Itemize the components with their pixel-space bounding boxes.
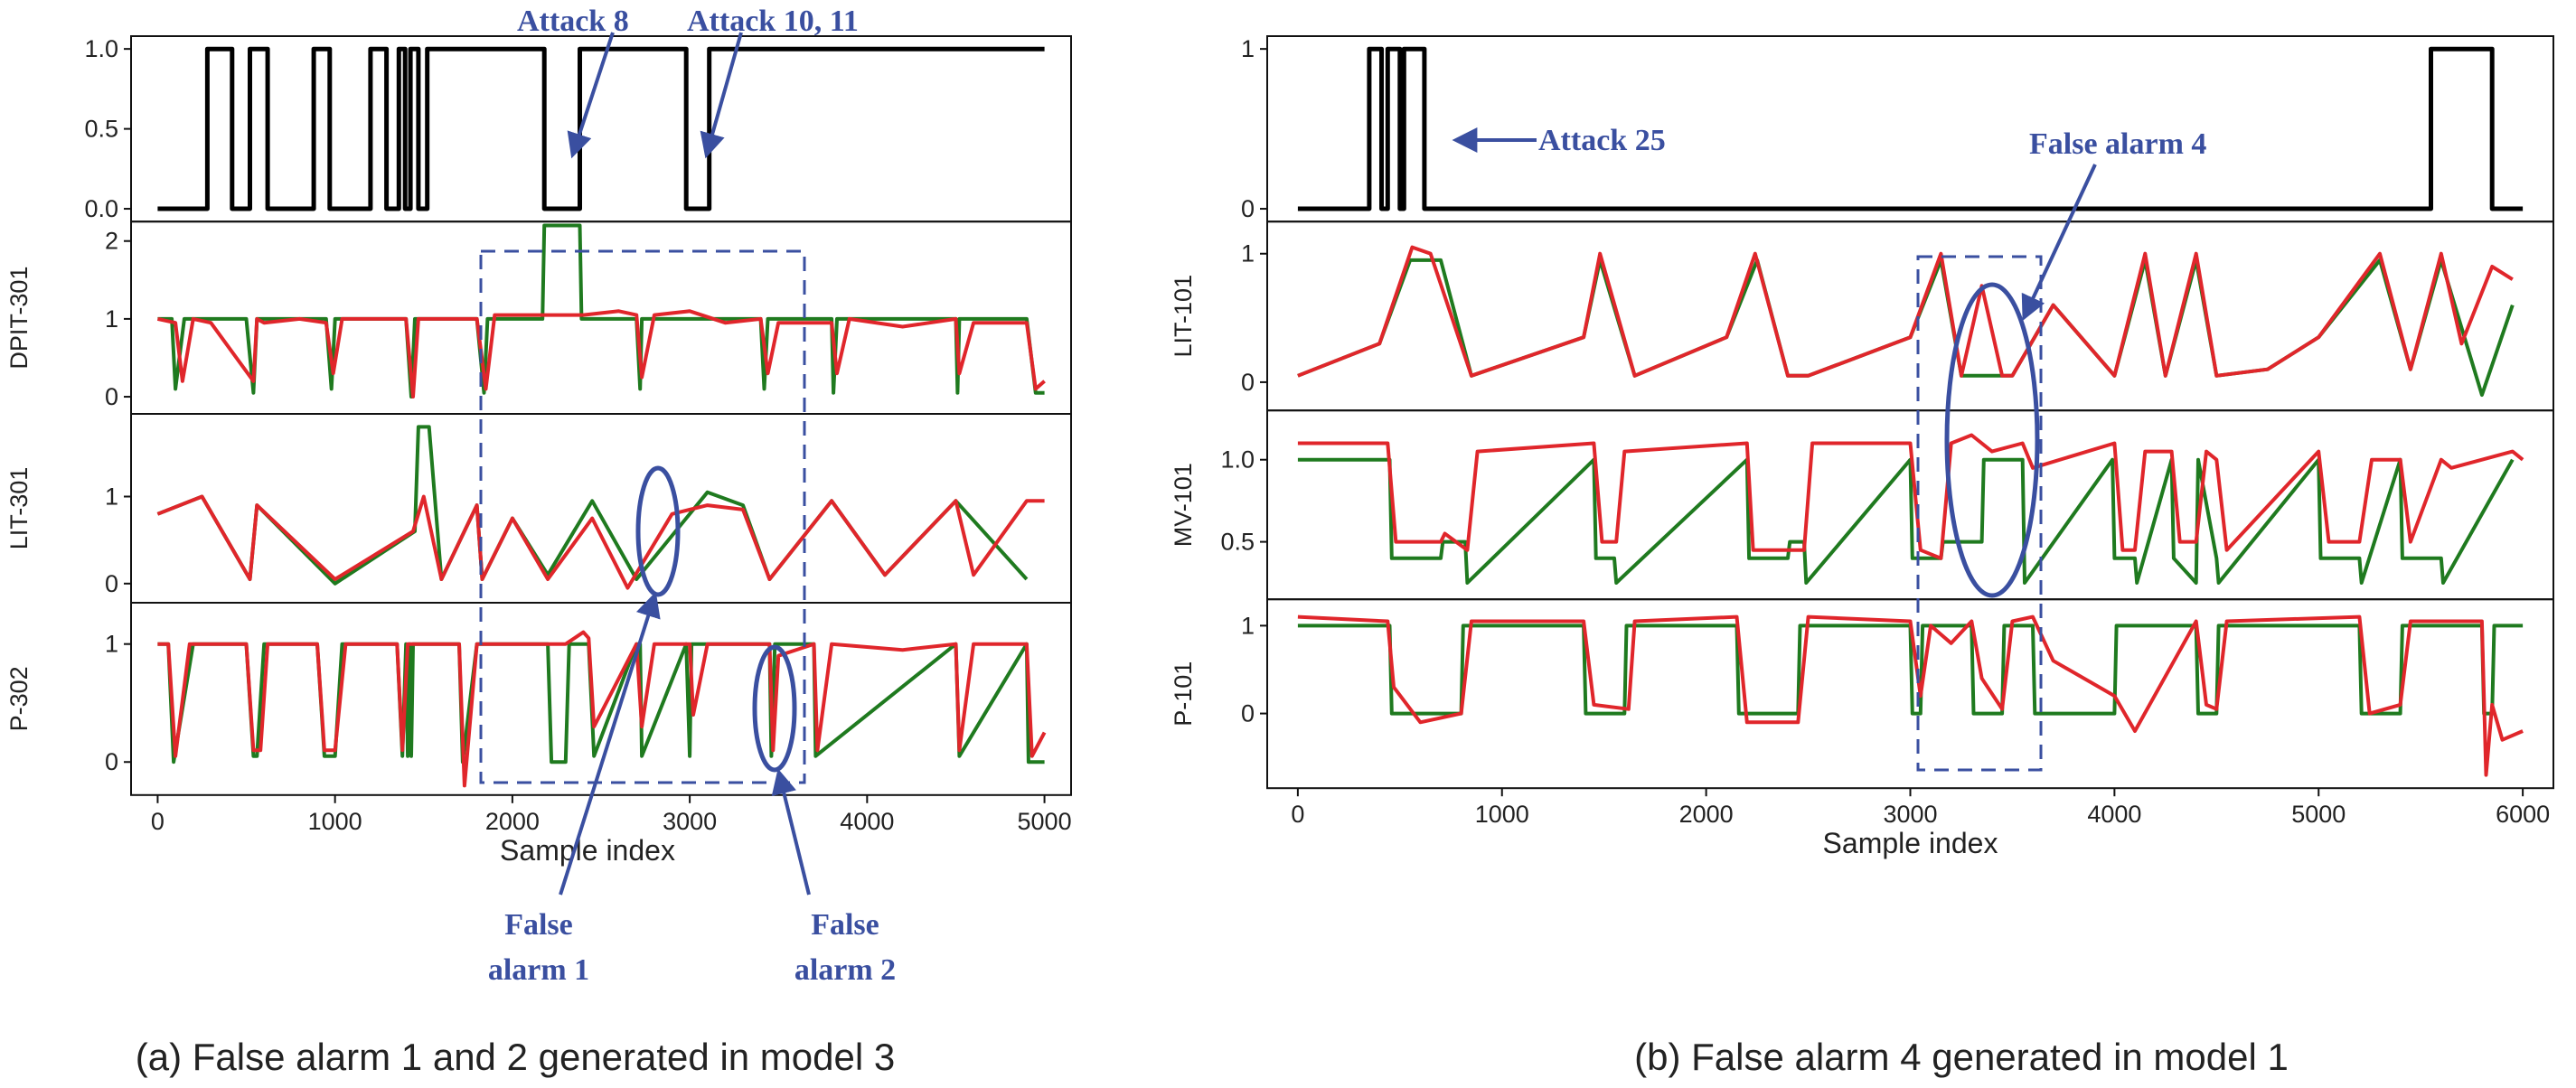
series-predicted	[156, 494, 1045, 590]
subplot-frame	[1266, 35, 2554, 223]
subplot-ylabel: P-101	[1170, 661, 1197, 727]
x-tick-label: 4000	[840, 808, 894, 835]
y-tick-label: 1	[1241, 240, 1255, 267]
x-tick-label: 3000	[1883, 801, 1937, 828]
x-tick-label: 2000	[485, 808, 540, 835]
series-predicted	[1297, 614, 2524, 777]
false-alarm-2-label-line2: alarm 2	[794, 953, 896, 987]
x-axis-label: Sample index	[500, 834, 675, 867]
x-axis-label: Sample index	[1823, 827, 1998, 859]
false-alarm-1-arrow	[559, 591, 661, 896]
y-tick-label: 0	[105, 570, 118, 597]
x-tick-label: 0	[1291, 801, 1304, 828]
panel-a-axes: 0.0 0.5 1.0 0 1 2 DPIT-301 0 1 LIT-301 0 1 P-302 0 100…	[5, 35, 1072, 867]
false-alarm-1-label-line2: alarm 1	[488, 953, 589, 987]
series-attack	[1297, 46, 2524, 211]
series-actual	[1297, 624, 2524, 716]
panel-a: 0.0 0.5 1.0 0 1 2 DPIT-301 0 1 LIT-301 0 1 P-302 0 100…	[5, 5, 1072, 1078]
attack-10-11-label: Attack 10, 11	[687, 5, 859, 38]
series-actual	[157, 642, 1045, 764]
x-tick-label: 3000	[663, 808, 717, 835]
y-tick-label: 0	[1241, 195, 1255, 222]
subplot-frame	[130, 413, 1072, 604]
y-tick-label: 0	[105, 383, 118, 410]
attack-8-label: Attack 8	[517, 5, 629, 38]
panel-b: 0 1 0 1 LIT-101 0.5 1.0 MV-101 0 1 P-101 0 1000 2000 3…	[1170, 35, 2554, 1078]
false-alarm-4-label: False alarm 4	[2029, 127, 2206, 161]
x-tick-label: 5000	[2291, 801, 2346, 828]
y-tick-label: 1.0	[84, 35, 118, 62]
false-alarm-1-ellipse	[635, 465, 681, 597]
panel-b-axes: 0 1 0 1 LIT-101 0.5 1.0 MV-101 0 1 P-101 0 1000 2000 3…	[1170, 35, 2554, 859]
y-tick-label: 0.0	[84, 195, 118, 222]
panel-b-dashed-box	[1916, 255, 2043, 772]
y-tick-label: 0.5	[84, 116, 118, 143]
series-actual	[1297, 457, 2515, 585]
y-tick-label: 0	[1241, 700, 1255, 727]
x-tick-label: 0	[151, 808, 165, 835]
series-actual	[1297, 258, 2515, 398]
false-alarm-2-arrow	[771, 768, 811, 896]
subplot-frame	[1266, 220, 2554, 412]
y-tick-label: 1	[105, 305, 118, 333]
y-tick-label: 0	[105, 748, 118, 775]
series-predicted	[157, 630, 1047, 788]
panel-a-dashed-box	[479, 249, 806, 784]
subplot-ylabel: P-302	[5, 666, 33, 731]
false-alarm-4-arrow	[2021, 164, 2097, 322]
series-predicted	[156, 309, 1046, 399]
y-tick-label: 1	[1241, 612, 1255, 639]
false-alarm-2-label-line1: False	[811, 908, 879, 942]
series-predicted	[1297, 245, 2514, 378]
panel-b-caption: (b) False alarm 4 generated in model 1	[1634, 1036, 2289, 1078]
y-tick-label: 0	[1241, 369, 1255, 396]
y-tick-label: 1.0	[1220, 446, 1255, 474]
y-tick-label: 1	[105, 483, 118, 510]
attack-10-11-arrow	[700, 32, 743, 159]
x-tick-label: 4000	[2087, 801, 2141, 828]
series-attack	[157, 46, 1045, 211]
series-actual	[156, 425, 1029, 586]
false-alarm-4-ellipse	[1944, 282, 2040, 598]
panel-a-caption: (a) False alarm 1 and 2 generated in mod…	[136, 1036, 895, 1078]
x-tick-label: 2000	[1679, 801, 1734, 828]
y-tick-label: 0.5	[1220, 529, 1255, 556]
subplot-ylabel: DPIT-301	[5, 267, 33, 370]
y-tick-label: 2	[105, 228, 118, 255]
x-tick-label: 5000	[1018, 808, 1072, 835]
x-tick-label: 1000	[1475, 801, 1529, 828]
false-alarm-1-label-line1: False	[504, 908, 573, 942]
y-tick-label: 1	[105, 631, 118, 658]
y-tick-label: 1	[1241, 35, 1255, 62]
x-tick-label: 1000	[308, 808, 362, 835]
attack-25-label: Attack 25	[1538, 124, 1666, 157]
subplot-frame	[130, 602, 1072, 796]
subplot-ylabel: MV-101	[1170, 463, 1197, 547]
series-predicted	[1297, 433, 2524, 560]
subplot-ylabel: LIT-101	[1170, 275, 1197, 358]
attack-8-arrow	[567, 32, 615, 159]
subplot-ylabel: LIT-301	[5, 467, 33, 550]
x-tick-label: 6000	[2496, 801, 2550, 828]
